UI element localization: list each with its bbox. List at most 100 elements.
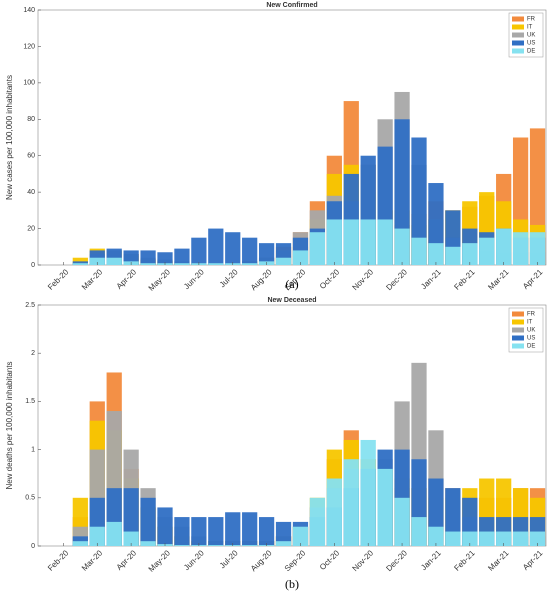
bar (174, 545, 190, 546)
x-tick-label: Nov-20 (351, 548, 376, 573)
x-tick-label: Jun-20 (182, 267, 206, 291)
legend-label: US (527, 41, 535, 47)
legend-label: IT (527, 25, 533, 31)
bar (309, 232, 326, 265)
bar (225, 512, 241, 546)
legend-label: US (527, 336, 535, 342)
y-tick-label: 140 (23, 7, 35, 14)
y-tick-label: 100 (23, 80, 35, 87)
legend-swatch (512, 32, 524, 38)
x-tick-label: Jan-21 (419, 267, 443, 291)
legend-label: UK (527, 328, 535, 334)
bar (191, 237, 207, 265)
x-tick-label: Sep-20 (283, 548, 308, 573)
x-tick-label: Dec-20 (384, 267, 409, 292)
bar (326, 219, 342, 265)
bar (174, 263, 190, 265)
bar (191, 517, 207, 546)
x-tick-label: Apr-21 (521, 267, 545, 291)
x-tick-label: Jul-20 (218, 267, 240, 289)
bar (360, 439, 376, 546)
y-axis-label: New deaths per 100,000 inhabitants (5, 361, 14, 489)
bar (225, 232, 241, 265)
bar (242, 263, 258, 265)
bar (242, 512, 258, 546)
bar (326, 478, 342, 546)
x-tick-label: Mar-21 (486, 548, 511, 573)
bar (242, 545, 258, 546)
bar (208, 545, 224, 546)
x-tick-label: Oct-20 (318, 548, 342, 572)
bar (140, 263, 156, 265)
bar (89, 526, 105, 546)
bar (174, 248, 190, 265)
bar (343, 219, 359, 265)
bar (360, 219, 376, 265)
bar (411, 517, 427, 546)
bar (462, 243, 478, 265)
caption: (b) (285, 577, 299, 591)
y-tick-label: 0.5 (25, 495, 35, 502)
bar (275, 521, 292, 546)
x-tick-label: Apr-21 (521, 548, 545, 572)
legend-swatch (512, 327, 524, 333)
bar (411, 137, 427, 265)
legend-label: DE (527, 49, 535, 55)
bar (496, 228, 512, 265)
chart-title: New Deceased (267, 297, 316, 304)
x-tick-label: Apr-20 (115, 548, 139, 572)
bar (89, 257, 105, 265)
y-axis-label: New cases per 100,000 inhabitants (5, 75, 14, 200)
bar (157, 507, 173, 546)
bar (140, 497, 156, 546)
bar (292, 526, 309, 546)
x-tick-label: May-20 (147, 267, 173, 293)
legend-swatch (512, 311, 524, 317)
x-tick-label: Mar-21 (486, 267, 511, 292)
y-tick-label: 40 (27, 189, 35, 196)
y-tick-label: 2 (31, 350, 35, 357)
bar (512, 232, 529, 265)
bar (394, 497, 410, 546)
caption: (a) (285, 277, 298, 291)
bar (275, 541, 292, 546)
bar (174, 517, 190, 546)
y-tick-label: 1.5 (25, 398, 35, 405)
y-tick-label: 80 (27, 116, 35, 123)
legend-label: DE (527, 344, 535, 350)
x-tick-label: Oct-20 (318, 267, 342, 291)
x-tick-label: Feb-20 (46, 548, 71, 573)
bar (106, 521, 122, 546)
x-tick-label: Dec-20 (384, 548, 409, 573)
plot-area (37, 9, 547, 266)
bar (208, 517, 224, 546)
bar (275, 257, 292, 265)
legend-label: UK (527, 33, 535, 39)
bar (309, 497, 326, 546)
legend-swatch (512, 319, 524, 325)
x-tick-label: Jul-20 (218, 548, 240, 570)
x-tick-label: Mar-20 (80, 548, 105, 573)
bar (140, 541, 156, 546)
x-tick-label: Apr-20 (115, 267, 139, 291)
bar (445, 531, 461, 546)
bar (292, 250, 309, 265)
bar (428, 243, 444, 265)
x-tick-label: Nov-20 (351, 267, 376, 292)
bar (529, 232, 546, 265)
bar (106, 257, 122, 265)
bar (479, 531, 495, 546)
x-tick-label: Mar-20 (80, 267, 105, 292)
bar (208, 263, 224, 265)
bar (72, 263, 88, 265)
bar (394, 228, 410, 265)
legend-swatch (512, 48, 524, 54)
x-tick-label: Feb-21 (452, 548, 477, 573)
legend-swatch (512, 335, 524, 341)
bar (479, 237, 495, 265)
bar (72, 541, 88, 546)
x-tick-label: Aug-20 (249, 548, 274, 573)
x-tick-label: Jan-21 (419, 548, 443, 572)
bar (428, 526, 444, 546)
